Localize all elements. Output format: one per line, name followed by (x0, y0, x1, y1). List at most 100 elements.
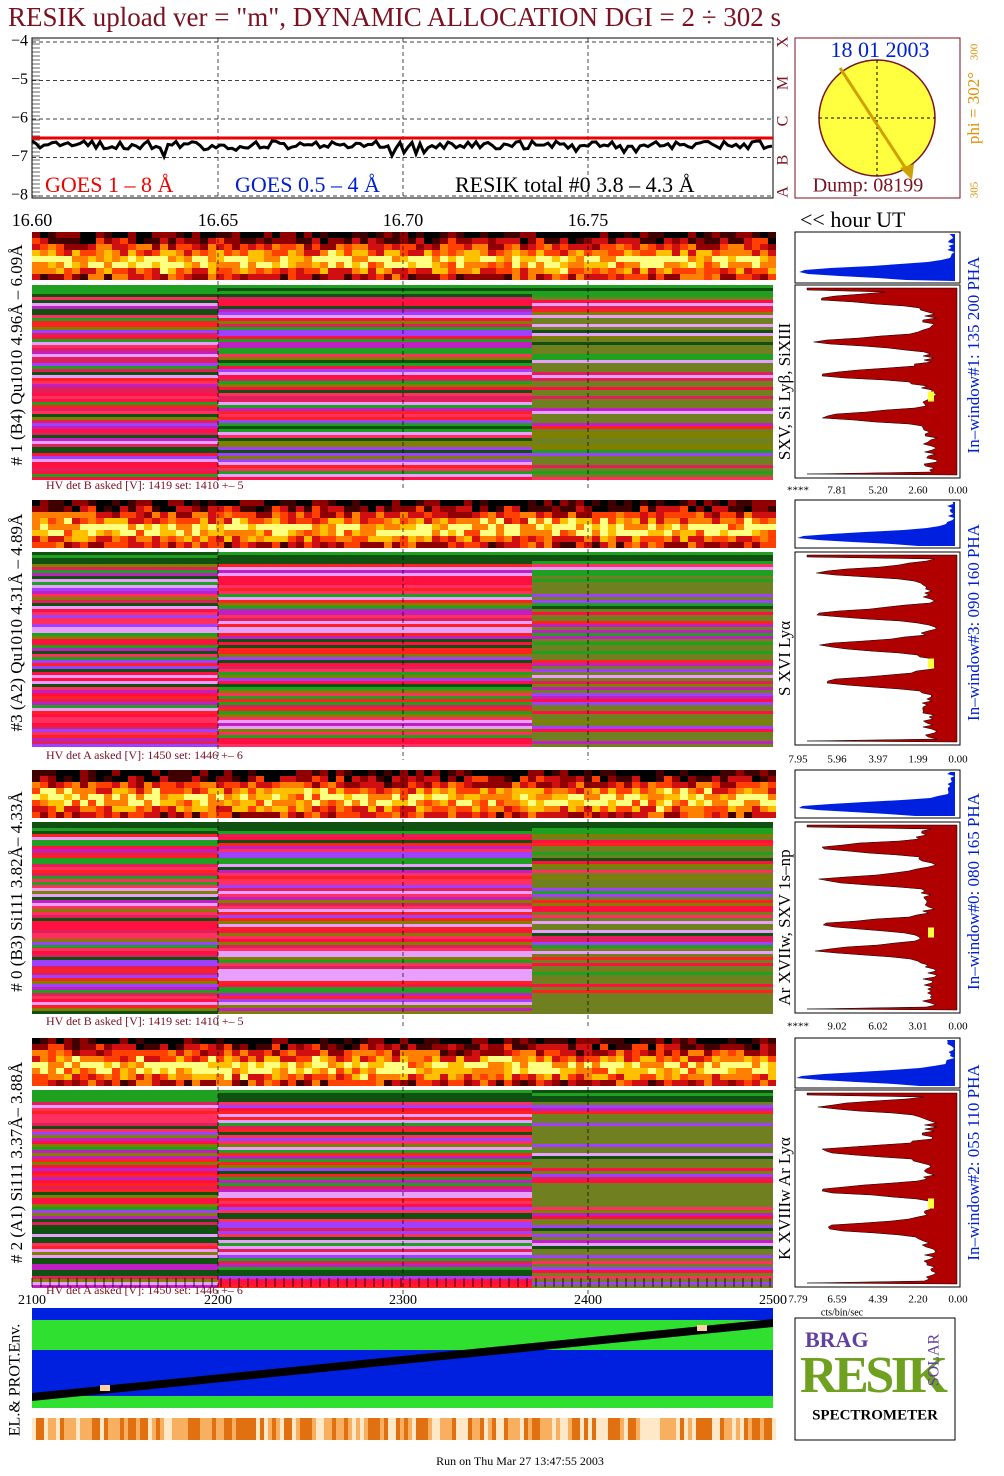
stripe (218, 1135, 532, 1138)
heat-cell (424, 536, 432, 542)
heat-cell (208, 524, 216, 530)
heat-cell (440, 262, 448, 268)
heat-cell (232, 250, 240, 256)
heat-cell (520, 806, 528, 812)
heat-cell (80, 524, 88, 530)
activity-strip (344, 1418, 348, 1440)
window-marker (928, 927, 934, 938)
stripe (218, 663, 532, 666)
heat-cell (32, 770, 40, 776)
heat-cell (512, 268, 520, 274)
heat-cell (72, 512, 80, 518)
heat-cell (680, 530, 688, 536)
heat-cell (712, 1068, 720, 1074)
heat-cell (760, 500, 768, 506)
heat-cell (448, 812, 456, 818)
heat-cell (656, 250, 664, 256)
heat-cell (408, 1068, 416, 1074)
heat-cell (64, 268, 72, 274)
stripe (532, 1243, 773, 1246)
heat-cell (632, 500, 640, 506)
heat-cell (592, 1038, 600, 1044)
heat-cell (288, 1056, 296, 1062)
heat-cell (704, 500, 712, 506)
heat-cell (80, 1062, 88, 1068)
heat-cell (648, 268, 656, 274)
heat-cell (680, 794, 688, 800)
heat-cell (144, 1062, 152, 1068)
heat-cell (160, 232, 168, 238)
stripe (532, 867, 773, 870)
heat-cell (600, 274, 608, 280)
heat-cell (496, 782, 504, 788)
heat-cell (288, 262, 296, 268)
heat-cell (480, 782, 488, 788)
heat-cell (208, 1038, 216, 1044)
heat-cell (600, 256, 608, 262)
heat-cell (728, 256, 736, 262)
heat-cell (440, 1068, 448, 1074)
heat-cell (704, 250, 712, 256)
activity-strip (716, 1418, 720, 1440)
heat-cell (448, 536, 456, 542)
heat-cell (400, 530, 408, 536)
heat-cell (400, 232, 408, 238)
heat-cell (312, 524, 320, 530)
heat-cell (512, 274, 520, 280)
heat-cell (344, 1062, 352, 1068)
heat-cell (352, 268, 360, 274)
heat-cell (184, 1068, 192, 1074)
heat-cell (376, 1050, 384, 1056)
heat-cell (560, 542, 568, 548)
stripe (532, 921, 773, 924)
stripe (532, 654, 773, 657)
heat-cell (744, 542, 752, 548)
heat-cell (280, 500, 288, 506)
stripe (532, 969, 773, 972)
stripe (218, 687, 532, 690)
heat-cell (640, 794, 648, 800)
activity-strip (308, 1418, 312, 1440)
heat-cell (72, 1074, 80, 1080)
stripe (32, 849, 218, 852)
heat-cell (488, 262, 496, 268)
stripe (218, 558, 532, 561)
heat-cell (344, 274, 352, 280)
heat-cell (736, 500, 744, 506)
heat-cell (352, 1044, 360, 1050)
stripe (532, 732, 773, 735)
stripe (218, 723, 532, 726)
heat-cell (408, 256, 416, 262)
heat-cell (88, 1050, 96, 1056)
heat-cell (408, 262, 416, 268)
heat-cell (288, 776, 296, 782)
stripe (218, 1177, 532, 1180)
stripe (532, 1213, 773, 1216)
heat-cell (672, 800, 680, 806)
flare-class: X (775, 36, 792, 48)
heat-cell (56, 812, 64, 818)
heat-cell (632, 770, 640, 776)
activity-strip (752, 1418, 756, 1440)
heat-cell (104, 788, 112, 794)
heat-cell (320, 812, 328, 818)
heat-cell (456, 1038, 464, 1044)
heat-cell (664, 812, 672, 818)
heat-cell (376, 1044, 384, 1050)
heat-cell (328, 518, 336, 524)
heat-cell (384, 262, 392, 268)
heat-cell (432, 542, 440, 548)
heat-cell (104, 812, 112, 818)
heat-cell (368, 250, 376, 256)
heat-cell (472, 518, 480, 524)
heat-cell (32, 794, 40, 800)
activity-strip (304, 1418, 308, 1440)
stripe (532, 1228, 773, 1231)
heat-cell (416, 806, 424, 812)
stripe (532, 861, 773, 864)
heat-cell (464, 250, 472, 256)
stripe (32, 1005, 218, 1008)
heat-cell (488, 536, 496, 542)
heat-cell (384, 1074, 392, 1080)
heat-cell (248, 512, 256, 518)
